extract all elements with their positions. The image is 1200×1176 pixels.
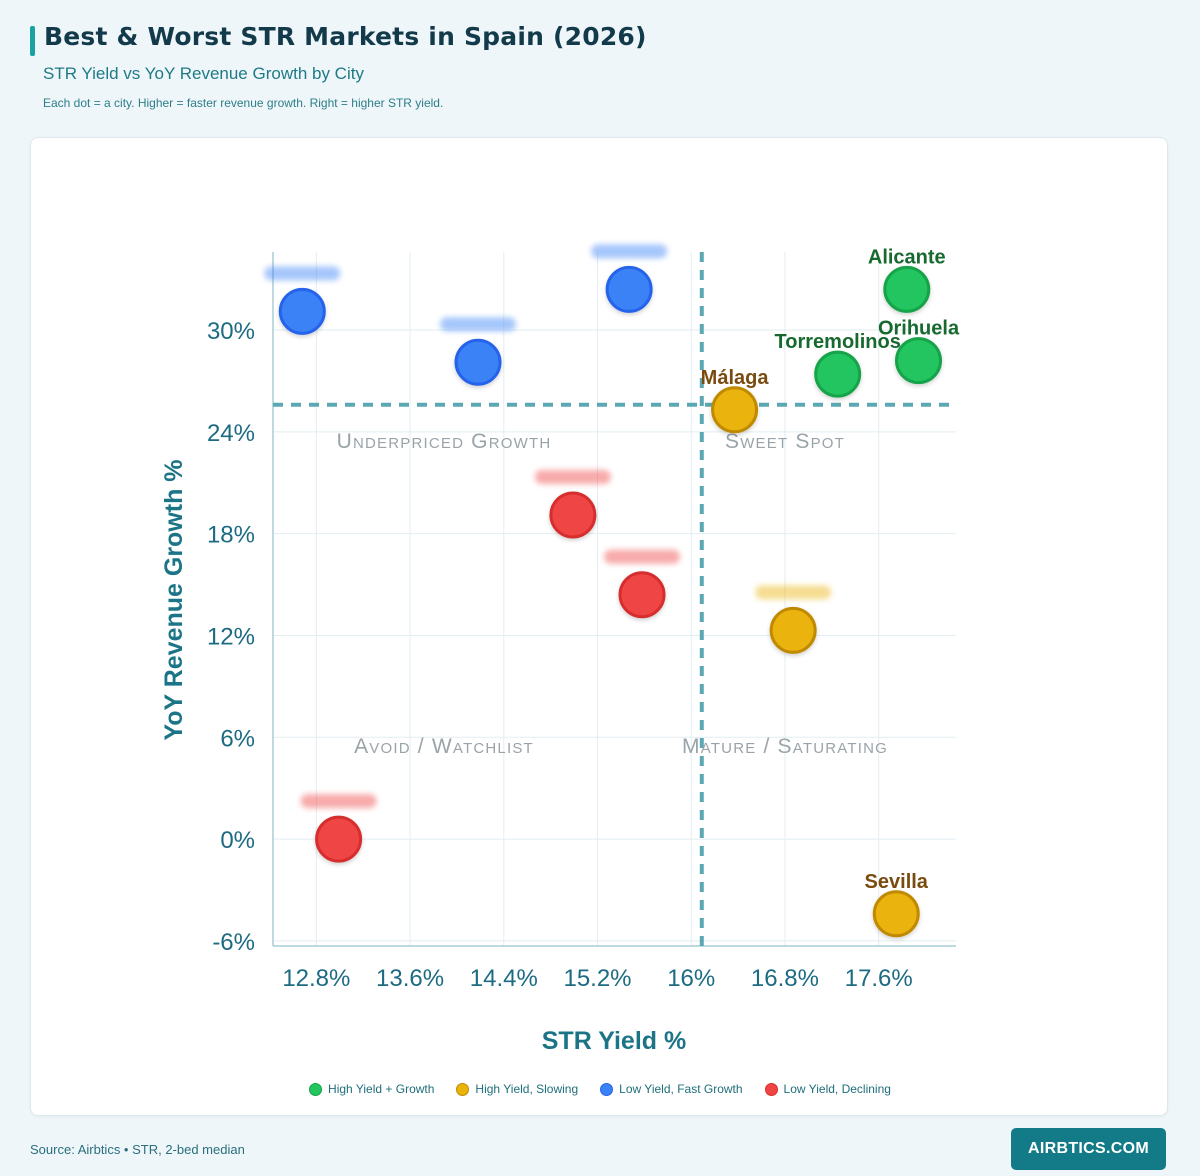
x-tick-label: 12.8%	[282, 965, 350, 992]
x-tick-label: 15.2%	[563, 965, 631, 992]
blurred-data-label	[440, 317, 517, 332]
brand-link-button[interactable]: AIRBTICS.COM	[1011, 1128, 1166, 1170]
x-tick-label: 13.6%	[376, 965, 444, 992]
legend-label: High Yield + Growth	[328, 1082, 435, 1096]
data-point	[711, 386, 759, 434]
blurred-data-label	[534, 470, 611, 485]
data-label: Sevilla	[865, 871, 929, 893]
legend-swatch	[456, 1082, 470, 1096]
y-tick-label: -6%	[212, 929, 255, 956]
page-subtitle: STR Yield vs YoY Revenue Growth by City	[43, 64, 364, 83]
chart-note: Each dot = a city. Higher = faster reven…	[43, 96, 444, 110]
data-point	[814, 350, 862, 398]
header: Best & Worst STR Markets in Spain (2026)	[30, 22, 647, 56]
blurred-data-label	[300, 794, 377, 809]
title-accent-bar	[30, 26, 35, 56]
legend-swatch	[309, 1082, 323, 1096]
x-tick-label: 16.8%	[751, 965, 819, 992]
y-tick-label: 12%	[207, 623, 255, 650]
data-point	[618, 571, 666, 619]
data-point	[278, 287, 326, 335]
data-label: Alicante	[868, 246, 946, 268]
y-tick-label: 30%	[207, 318, 255, 345]
data-point	[454, 338, 502, 386]
data-point	[605, 265, 653, 313]
chart-card	[30, 137, 1168, 1116]
x-axis-title: STR Yield %	[542, 1027, 686, 1055]
legend-item: Low Yield, Declining	[764, 1082, 891, 1096]
y-axis-title: YoY Revenue Growth %	[160, 459, 188, 740]
blurred-data-label	[264, 266, 341, 281]
legend-item: High Yield + Growth	[309, 1082, 434, 1096]
quadrant-label-top-left: Underpriced Growth	[337, 430, 552, 453]
blurred-data-label	[755, 585, 832, 600]
data-point	[872, 890, 920, 938]
data-label: Torremolinos	[775, 331, 901, 353]
data-point	[549, 491, 597, 539]
x-tick-label: 16%	[667, 965, 715, 992]
x-tick-label: 14.4%	[470, 965, 538, 992]
y-tick-label: 18%	[207, 522, 255, 549]
data-point	[769, 606, 817, 654]
page-title: Best & Worst STR Markets in Spain (2026)	[44, 22, 647, 51]
quadrant-label-top-right: Sweet Spot	[725, 430, 845, 453]
quadrant-label-bottom-right: Mature / Saturating	[682, 735, 888, 758]
legend-label: High Yield, Slowing	[475, 1082, 579, 1096]
data-point	[315, 815, 363, 863]
legend-item: High Yield, Slowing	[456, 1082, 578, 1096]
y-tick-label: 6%	[220, 725, 255, 752]
chart-legend: High Yield + Growth High Yield, Slowing Lo…	[0, 1082, 1200, 1096]
legend-swatch	[600, 1082, 614, 1096]
legend-label: Low Yield, Declining	[783, 1082, 891, 1096]
blurred-data-label	[604, 549, 681, 564]
y-tick-label: 24%	[207, 420, 255, 447]
quadrant-label-bottom-left: Avoid / Watchlist	[354, 735, 534, 758]
legend-swatch	[764, 1082, 778, 1096]
source-note: Source: Airbtics • STR, 2-bed median	[30, 1142, 245, 1157]
x-tick-label: 17.6%	[845, 965, 913, 992]
legend-label: Low Yield, Fast Growth	[619, 1082, 743, 1096]
data-label: Orihuela	[878, 318, 960, 340]
blurred-data-label	[591, 244, 668, 259]
data-point	[883, 265, 931, 313]
legend-item: Low Yield, Fast Growth	[600, 1082, 743, 1096]
data-label: Málaga	[701, 367, 770, 389]
y-tick-label: 0%	[220, 827, 255, 854]
data-point	[895, 337, 943, 385]
